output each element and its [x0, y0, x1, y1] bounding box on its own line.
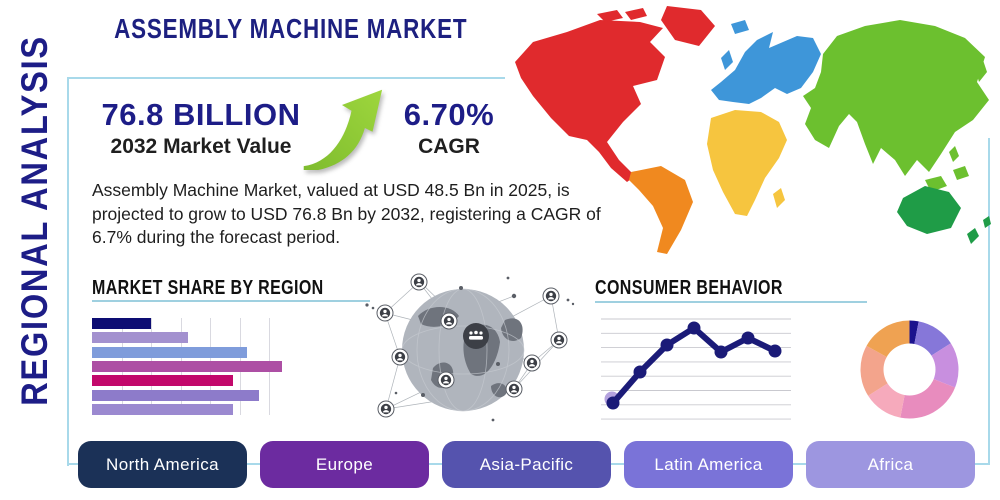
- cagr-value: 6.70%: [403, 97, 495, 132]
- market-share-bar-chart: [92, 318, 288, 415]
- region-donut-chart: [860, 320, 959, 419]
- market-value-stat: 76.8 BILLION 2032 Market Value: [95, 97, 307, 159]
- bar-segment-6: [92, 403, 234, 415]
- world-map: [515, 6, 991, 254]
- line-point-0: [606, 396, 620, 410]
- market-value-caption: 2032 Market Value: [110, 135, 292, 158]
- line-point-2: [660, 338, 674, 352]
- region-button-africa[interactable]: Africa: [806, 441, 975, 488]
- region-button-north-america[interactable]: North America: [78, 441, 247, 488]
- bar-segment-4: [92, 375, 234, 387]
- map-arctic-islands: [597, 8, 647, 22]
- region-button-latin-america[interactable]: Latin America: [624, 441, 793, 488]
- bar-segment-1: [92, 332, 189, 344]
- line-point-4: [714, 345, 728, 359]
- region-button-asia-pacific[interactable]: Asia-Pacific: [442, 441, 611, 488]
- growth-arrow-icon: [297, 84, 385, 172]
- cagr-stat: 6.70% CAGR: [393, 97, 505, 159]
- consumer-behavior-underline: [595, 301, 867, 303]
- consumer-behavior-heading: CONSUMER BEHAVIOR: [595, 277, 783, 299]
- donut-hole: [883, 343, 936, 396]
- box-border-left: [67, 77, 69, 466]
- bar-segment-5: [92, 389, 259, 401]
- line-point-1: [633, 365, 647, 379]
- bar-segment-2: [92, 346, 247, 358]
- map-australia: [897, 186, 991, 244]
- market-value: 76.8 BILLION: [101, 97, 301, 132]
- region-button-europe[interactable]: Europe: [260, 441, 429, 488]
- bar-segment-3: [92, 360, 283, 372]
- box-border-right: [988, 138, 990, 465]
- market-description: Assembly Machine Market, valued at USD 4…: [92, 180, 601, 247]
- line-point-3: [687, 321, 701, 335]
- map-south-america: [629, 166, 693, 254]
- globe-network-graphic: [365, 273, 575, 422]
- sidebar-vertical-label: REGIONAL ANALYSIS: [14, 35, 55, 406]
- map-greenland: [661, 6, 715, 46]
- map-europe: [711, 20, 821, 104]
- map-africa: [707, 110, 787, 216]
- region-buttons-row: North America Europe Asia-Pacific Latin Ame…: [78, 441, 975, 488]
- cagr-caption: CAGR: [418, 135, 480, 158]
- map-asia: [803, 20, 989, 192]
- line-point-6: [768, 344, 782, 358]
- bar-segment-0: [92, 318, 151, 329]
- map-north-america: [515, 20, 665, 182]
- page-title: ASSEMBLY MACHINE MARKET: [114, 13, 468, 44]
- box-border-top: [68, 77, 505, 79]
- market-share-heading: MARKET SHARE BY REGION: [92, 277, 324, 299]
- market-share-underline: [92, 300, 370, 302]
- consumer-behavior-line-chart: [601, 318, 791, 420]
- line-point-5: [741, 331, 755, 345]
